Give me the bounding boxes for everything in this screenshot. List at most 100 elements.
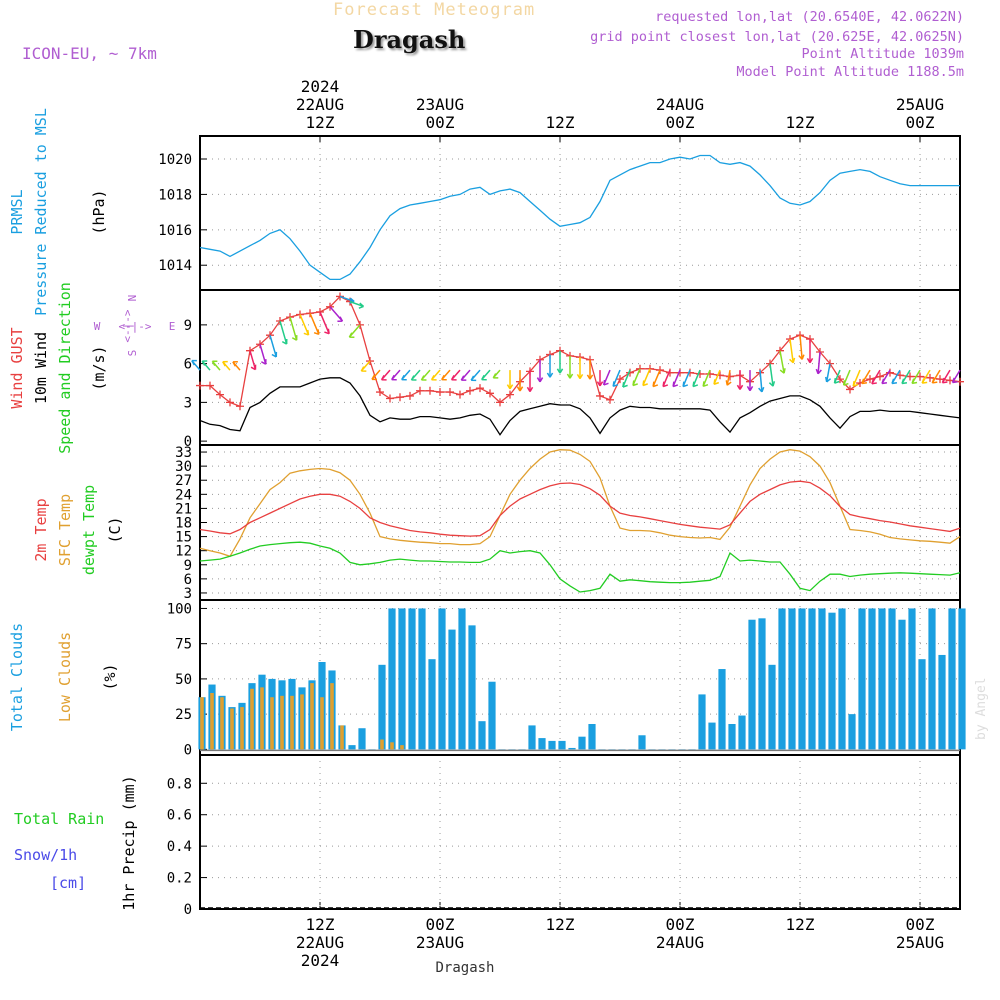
total-cloud-bar	[528, 725, 536, 750]
wind-arrow-head	[758, 386, 765, 393]
wind-arrow-head	[281, 339, 288, 345]
precip-unit: 1hr Precip (mm)	[120, 775, 138, 910]
y-tick-label: 0	[184, 434, 192, 450]
wind-arrow-head	[779, 368, 786, 374]
compass-east: E	[169, 320, 176, 333]
wind-arrow-head	[576, 373, 584, 380]
gust-marker	[606, 395, 614, 404]
gust-marker	[396, 393, 404, 402]
wind-arrow-head	[506, 384, 514, 390]
compass-arrows-v: <-|->	[121, 309, 134, 342]
y-tick-label: 25	[175, 707, 192, 723]
wind-arrow-head	[337, 316, 344, 322]
wind-arrow-head	[692, 381, 699, 388]
total-cloud-bar	[928, 608, 936, 750]
wind-arrow-head	[391, 374, 397, 381]
top-time-label: 23AUG	[416, 95, 464, 114]
total-cloud-bar	[468, 625, 476, 750]
wind-arrow	[249, 350, 257, 370]
point-altitude: Point Altitude 1039m	[801, 46, 964, 62]
y-tick-label: 15	[175, 530, 192, 546]
wind-arrow-head	[951, 377, 958, 384]
bottom-time-label: 00Z	[906, 915, 935, 934]
low-cloud-bar	[330, 683, 334, 750]
top-time-label: 12Z	[306, 113, 335, 132]
wind-arrow	[279, 320, 288, 345]
y-tick-label: 1018	[158, 187, 192, 203]
y-tick-label: 0.6	[167, 808, 192, 824]
total-cloud-bar	[388, 608, 396, 750]
gust-marker	[626, 368, 634, 377]
total-cloud-bar	[708, 722, 716, 750]
gust-marker	[876, 372, 884, 381]
total-cloud-bar	[878, 608, 886, 750]
wind-arrow-head	[736, 384, 744, 390]
wind-arrow-head	[441, 374, 447, 381]
wind-arrow-head	[798, 354, 805, 360]
gust-marker	[486, 389, 494, 398]
total-cloud-bar	[638, 735, 646, 750]
temp-label-dewpt: dewpt Temp	[80, 485, 98, 575]
wind-arrow-head	[556, 368, 564, 374]
total-cloud-bar	[378, 664, 386, 750]
total-cloud-bar	[778, 608, 786, 750]
wind-arrow-head	[713, 379, 720, 385]
wind-arrow	[259, 344, 267, 365]
total-cloud-bar	[358, 728, 366, 750]
gust-marker	[466, 386, 474, 395]
bottom-time-label: 23AUG	[416, 933, 464, 952]
low-cloud-bar	[230, 708, 234, 750]
total-cloud-bar	[838, 608, 846, 750]
low-cloud-bar	[200, 697, 204, 750]
pressure-panel: 1014 1016 1018 1020	[158, 135, 961, 291]
wind-arrow	[799, 335, 803, 360]
gust-marker	[436, 388, 444, 397]
gust-marker	[376, 388, 384, 397]
wind-arrow-head	[313, 329, 320, 336]
wind-arrow	[817, 351, 821, 374]
wind-arrow	[299, 314, 310, 336]
total-cloud-bar	[348, 745, 356, 750]
clouds-unit: (%)	[101, 663, 119, 690]
wind-arrow-head	[789, 357, 796, 364]
y-tick-label: 3	[184, 586, 192, 602]
wind-arrow	[726, 369, 731, 386]
gust-marker	[596, 391, 604, 400]
bottom-time-label: 24AUG	[656, 933, 704, 952]
dewpt-line	[199, 541, 961, 593]
wind-arrow-head	[371, 374, 378, 381]
precip-panel: 0 0.2 0.4 0.6 0.8	[167, 754, 961, 918]
wind-arrow-head	[891, 378, 898, 385]
wind-unit: (m/s)	[90, 345, 108, 390]
y-tick-label: 9	[184, 558, 192, 574]
watermark: by Angel	[974, 677, 989, 740]
y-tick-label: 12	[175, 544, 192, 560]
wind-arrow-head	[596, 381, 604, 387]
total-cloud-bar	[958, 608, 966, 750]
gust-marker	[916, 372, 924, 381]
total-cloud-bar	[558, 740, 566, 750]
wind-arrow-head	[603, 379, 609, 386]
wind-arrow-head	[672, 381, 679, 388]
y-tick-label: 75	[175, 637, 192, 653]
wind-arrow	[789, 338, 794, 363]
bottom-time-label: 22AUG	[296, 933, 344, 952]
gust-marker	[886, 368, 894, 377]
y-tick-label: 1020	[158, 152, 192, 168]
total-cloud-bar	[488, 681, 496, 750]
wind-arrow-head	[586, 374, 594, 380]
wind-arrow	[319, 311, 330, 335]
top-time-label: 24AUG	[656, 95, 704, 114]
gust-marker	[656, 366, 664, 375]
total-cloud-bar	[898, 619, 906, 750]
wind-arrow-head	[401, 374, 407, 381]
wind-arrow	[779, 350, 785, 374]
gust-marker	[406, 391, 414, 400]
bottom-time-label: 00Z	[426, 915, 455, 934]
sfc-temp-line	[199, 449, 961, 558]
total-cloud-bar	[938, 654, 946, 750]
wind-arrow-head	[806, 358, 814, 364]
total-cloud-bar	[808, 608, 816, 750]
